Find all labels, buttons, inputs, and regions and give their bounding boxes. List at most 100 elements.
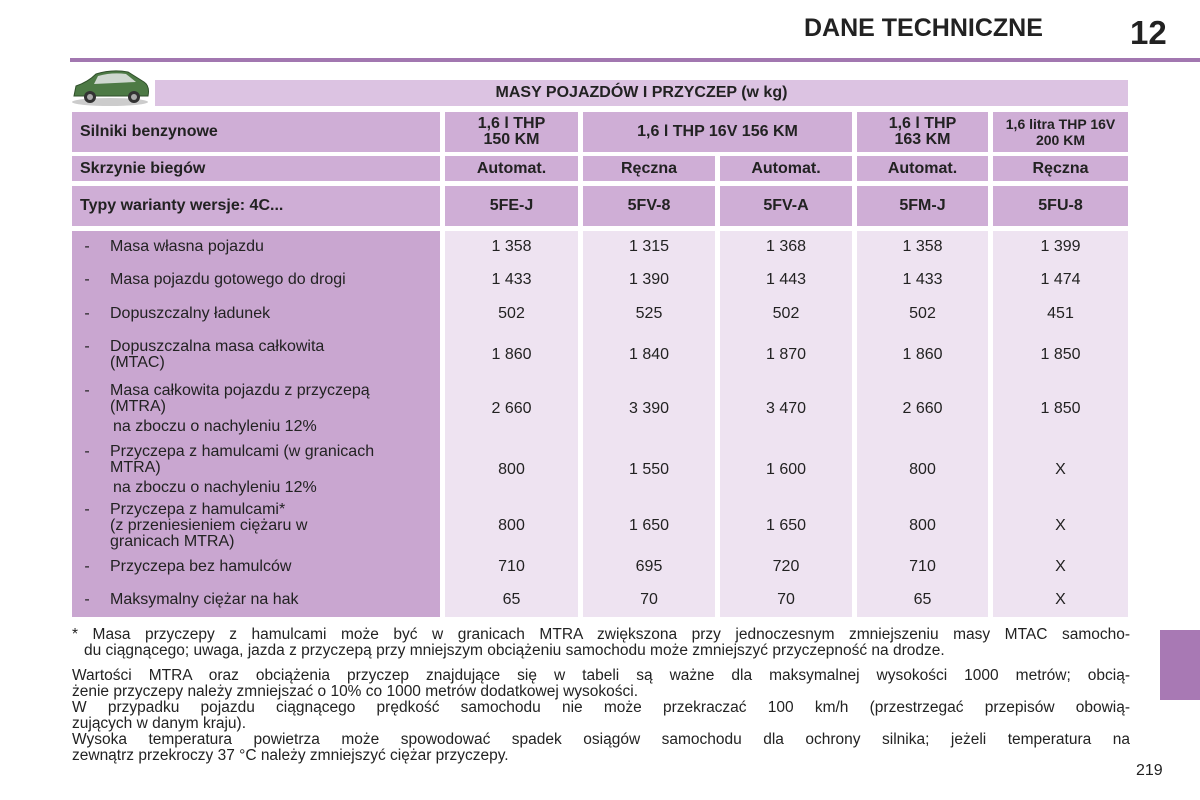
chapter-tab bbox=[1160, 630, 1200, 700]
label-note: na zboczu o nachyleniu 12% bbox=[113, 479, 317, 496]
value: 720 bbox=[772, 557, 800, 575]
marker: - bbox=[84, 443, 90, 460]
table-title: MASY POJAZDÓW I PRZYCZEP (w kg) bbox=[155, 80, 1128, 106]
note-line: * Masa przyczepy z hamulcami może być w … bbox=[72, 626, 1130, 643]
row-label: Przyczepa bez hamulców bbox=[110, 551, 440, 582]
cell-text: 5FE-J bbox=[489, 197, 534, 214]
value: 1 600 bbox=[765, 461, 807, 478]
value: 710 bbox=[498, 557, 525, 575]
label-line: Przyczepa z hamulcami (w granicach bbox=[110, 443, 375, 460]
value: X bbox=[1055, 516, 1066, 534]
marker: - bbox=[84, 337, 90, 355]
value: 1 358 bbox=[491, 237, 532, 255]
row-marker: - bbox=[72, 231, 102, 262]
value-cell: 1 368 bbox=[720, 231, 852, 262]
value: X bbox=[1055, 461, 1066, 478]
value-cell: 1 399 bbox=[993, 231, 1128, 262]
cell-text: Ręczna bbox=[1032, 159, 1089, 177]
value-cell: 2 660 bbox=[857, 378, 988, 440]
value: 1 358 bbox=[902, 237, 943, 255]
value: 1 860 bbox=[491, 345, 532, 363]
value: 1 474 bbox=[1040, 270, 1081, 288]
value: 2 660 bbox=[902, 400, 943, 417]
marker: - bbox=[84, 382, 90, 399]
label: Silniki benzynowe bbox=[80, 123, 218, 140]
marker: - bbox=[84, 557, 90, 575]
page-number: 219 bbox=[1136, 762, 1163, 779]
value-cell: X bbox=[993, 440, 1128, 500]
value-cell: 1 840 bbox=[583, 331, 715, 378]
value-cell: 800 bbox=[857, 500, 988, 551]
row-label: Dopuszczalny ładunek bbox=[110, 297, 440, 331]
value: 65 bbox=[913, 590, 932, 608]
value-cell: 1 650 bbox=[720, 500, 852, 551]
value-cell: 710 bbox=[445, 551, 578, 582]
marker: - bbox=[84, 590, 90, 608]
row-marker: - bbox=[72, 297, 102, 331]
engine-cell: 1,6 l THP 163 KM bbox=[857, 112, 988, 152]
value: 800 bbox=[498, 516, 525, 534]
value: 70 bbox=[777, 590, 795, 608]
cell-text: 5FM-J bbox=[899, 197, 946, 214]
value-cell: 1 650 bbox=[583, 500, 715, 551]
value: 695 bbox=[635, 557, 663, 575]
row-label: Typy warianty wersje: 4C... bbox=[72, 186, 440, 226]
value-cell: 3 390 bbox=[583, 378, 715, 440]
value: 1 840 bbox=[628, 345, 670, 363]
value-cell: 65 bbox=[857, 582, 988, 617]
value-cell: 525 bbox=[583, 297, 715, 331]
label-column bbox=[72, 231, 440, 617]
value: 451 bbox=[1047, 305, 1074, 322]
note-line: zewnątrz przekroczy 37 °C należy zmniejs… bbox=[72, 747, 509, 764]
row-marker: - bbox=[72, 262, 102, 297]
value: 502 bbox=[909, 305, 936, 322]
value-cell: X bbox=[993, 500, 1128, 551]
car-icon bbox=[72, 70, 149, 106]
engine-line: 1,6 l THP 16V 156 KM bbox=[637, 123, 798, 140]
row-marker: - bbox=[72, 500, 102, 551]
value-cell: 1 443 bbox=[720, 262, 852, 297]
value-cell: 1 315 bbox=[583, 231, 715, 262]
value: 1 850 bbox=[1040, 400, 1081, 417]
marker: - bbox=[84, 270, 90, 288]
label-line: (MTRA) bbox=[110, 398, 166, 415]
cell-text: 5FV-A bbox=[763, 197, 809, 214]
value: 2 660 bbox=[491, 400, 532, 417]
value: 1 433 bbox=[491, 270, 532, 288]
engine-cell: 1,6 litra THP 16V 200 KM bbox=[993, 112, 1128, 152]
label-line: Przyczepa bez hamulców bbox=[110, 557, 292, 575]
marker: - bbox=[84, 500, 90, 518]
row-marker: - bbox=[72, 440, 102, 500]
value-cell: 695 bbox=[583, 551, 715, 582]
section-title: DANE TECHNICZNE bbox=[804, 14, 1043, 42]
value-cell: 1 860 bbox=[857, 331, 988, 378]
value-cell: 1 550 bbox=[583, 440, 715, 500]
value: 65 bbox=[502, 590, 521, 608]
label-line: Przyczepa z hamulcami* bbox=[110, 500, 286, 518]
value: 710 bbox=[909, 557, 936, 575]
value: 3 390 bbox=[628, 400, 670, 417]
value-cell: 502 bbox=[720, 297, 852, 331]
value-cell: 2 660 bbox=[445, 378, 578, 440]
value-cell: X bbox=[993, 551, 1128, 582]
value-cell: 1 390 bbox=[583, 262, 715, 297]
value-cell: 1 433 bbox=[857, 262, 988, 297]
value-column bbox=[583, 231, 715, 617]
label-line: Dopuszczalna masa całkowita bbox=[110, 337, 325, 355]
value-cell: 1 870 bbox=[720, 331, 852, 378]
cell-text: 5FV-8 bbox=[627, 197, 671, 214]
value-cell: X bbox=[993, 582, 1128, 617]
engine-line: 150 KM bbox=[483, 131, 540, 148]
gearboxes-cell: Automat. bbox=[720, 156, 852, 181]
row-label: Masa całkowita pojazdu z przyczepą (MTRA)… bbox=[110, 378, 440, 440]
value-cell: 1 358 bbox=[857, 231, 988, 262]
value: 1 550 bbox=[628, 461, 670, 478]
types-cell: 5FU-8 bbox=[993, 186, 1128, 226]
value-cell: 3 470 bbox=[720, 378, 852, 440]
value: 70 bbox=[640, 590, 658, 608]
label-line: (MTAC) bbox=[110, 353, 165, 371]
label-line: Masa pojazdu gotowego do drogi bbox=[110, 270, 346, 288]
value: 1 390 bbox=[628, 270, 670, 288]
value: 1 860 bbox=[902, 345, 943, 363]
